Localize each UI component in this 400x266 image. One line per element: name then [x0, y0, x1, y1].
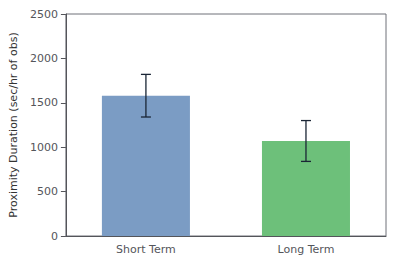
- svg-text:2500: 2500: [30, 8, 58, 21]
- svg-text:2000: 2000: [30, 52, 58, 65]
- svg-text:0: 0: [51, 230, 58, 243]
- svg-text:Short Term: Short Term: [116, 243, 176, 256]
- svg-text:1500: 1500: [30, 96, 58, 109]
- svg-text:Proximity Duration (sec/hr of: Proximity Duration (sec/hr of obs): [7, 32, 20, 217]
- svg-text:1000: 1000: [30, 141, 58, 154]
- svg-text:Long Term: Long Term: [278, 243, 335, 256]
- svg-text:500: 500: [37, 185, 58, 198]
